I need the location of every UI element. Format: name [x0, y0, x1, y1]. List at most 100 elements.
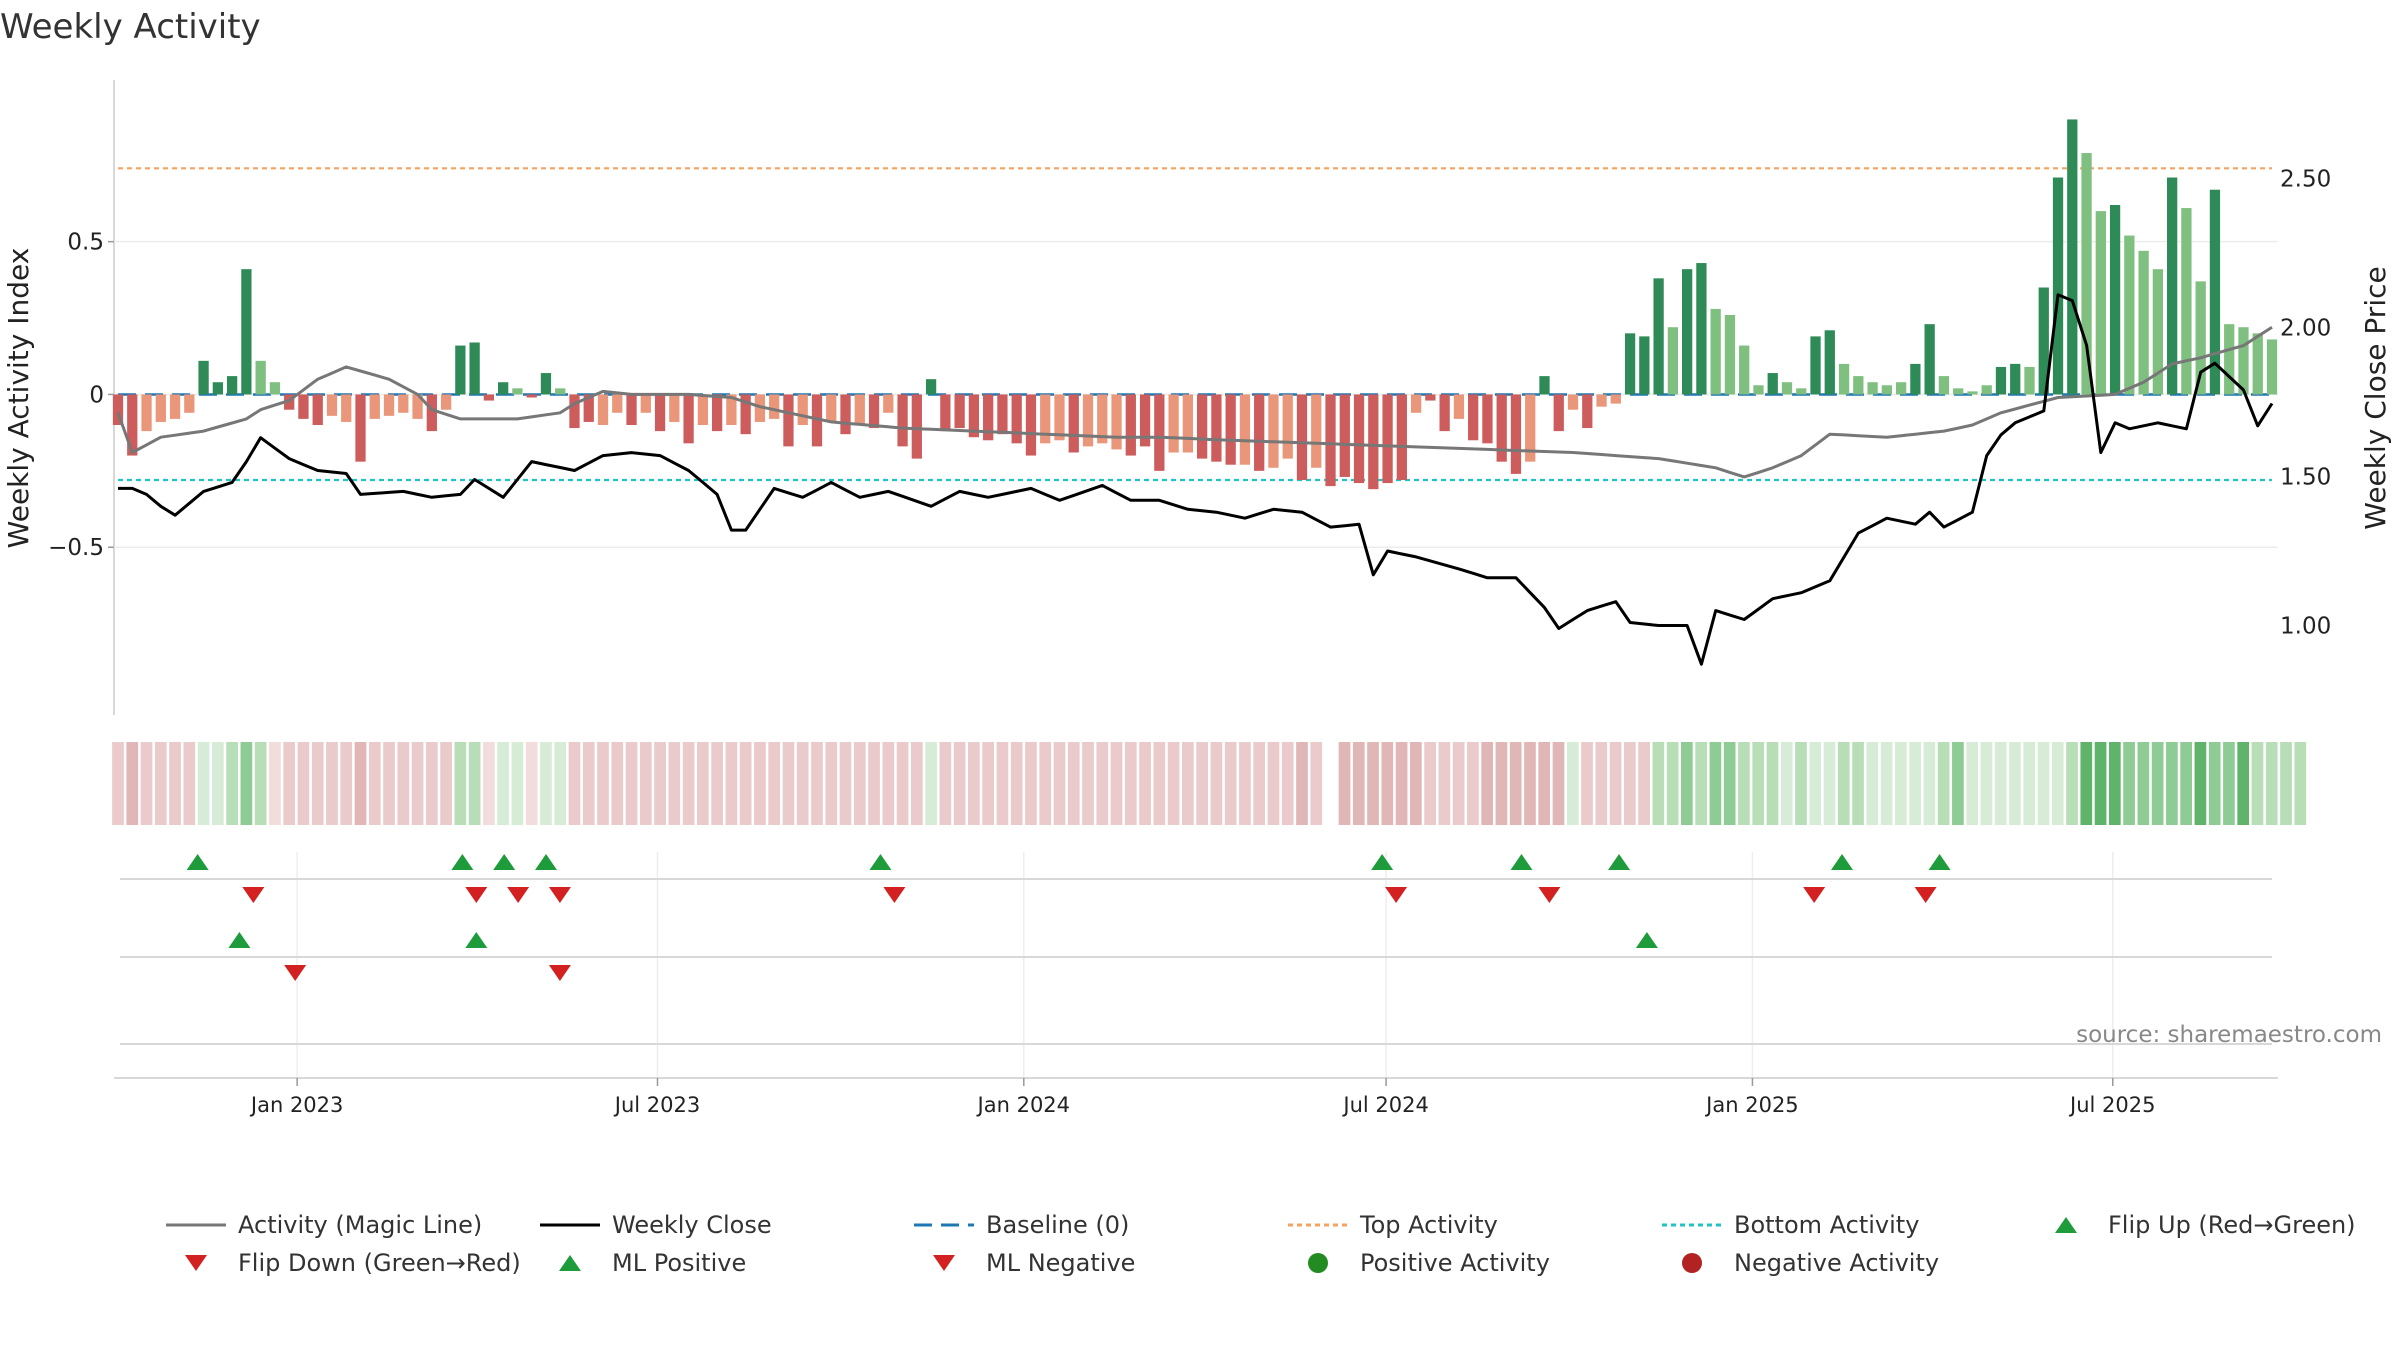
activity-bar	[1111, 394, 1122, 450]
activity-bar	[1682, 269, 1693, 395]
activity-bar	[1624, 333, 1636, 395]
heat-strip-cell	[568, 742, 581, 825]
activity-bar	[854, 394, 865, 425]
marker-panel-grid	[120, 852, 2272, 1078]
activity-bar	[1553, 394, 1564, 432]
activity-bar	[440, 394, 452, 410]
heat-strip-cell	[2023, 742, 2036, 825]
activity-bar	[398, 394, 409, 413]
activity-bar	[326, 394, 338, 416]
heat-strip-cell	[2294, 742, 2307, 825]
heat-strip-cell	[2080, 742, 2093, 825]
heat-strip-cell	[2066, 742, 2078, 825]
activity-bar	[1268, 394, 1279, 468]
heat-strip-cell	[383, 742, 395, 825]
left-tick-label: 0	[89, 382, 104, 408]
activity-bar	[369, 394, 380, 419]
activity-bar	[1838, 363, 1850, 395]
flip-down-marker	[883, 887, 906, 903]
activity-bar	[2181, 208, 2192, 395]
flip-up-marker	[535, 854, 558, 870]
heat-strip-cell	[668, 742, 681, 825]
heat-strip-cell	[1224, 742, 1237, 825]
heat-strip-cell	[1623, 742, 1636, 825]
activity-bar	[1082, 394, 1094, 447]
heat-strip-cell	[925, 742, 937, 825]
activity-bar	[711, 394, 723, 432]
activity-bar	[1154, 394, 1165, 471]
activity-bar	[1781, 382, 1793, 395]
legend-positive-activity-label: Positive Activity	[1360, 1249, 1550, 1277]
flip-down-marker	[548, 887, 571, 903]
heat-strip-cell	[639, 742, 652, 825]
legend-ml-positive-swatch	[559, 1255, 581, 1271]
heat-strip-cell	[1652, 742, 1665, 825]
activity-bar	[1054, 394, 1065, 441]
activity-bar	[1011, 394, 1022, 444]
right-tick-label: 1.00	[2280, 613, 2331, 639]
chart-title: Weekly Activity	[0, 7, 261, 47]
heat-strip-cell	[1381, 742, 1394, 825]
heat-strip-cell	[1595, 742, 1608, 825]
activity-bar	[1211, 394, 1222, 462]
activity-bar	[2209, 189, 2221, 395]
heat-strip-cell	[525, 742, 538, 825]
heat-strip-cell	[1409, 742, 1422, 825]
heat-strip-cell	[768, 742, 781, 825]
left-tick-label: −0.5	[48, 535, 104, 561]
heat-strip-cell	[1666, 742, 1679, 825]
heat-strip-cell	[754, 742, 766, 825]
heat-strip-cell	[1894, 742, 1907, 825]
heat-strip-cell	[1681, 742, 1693, 825]
activity-bar	[1667, 327, 1679, 395]
heat-strip-cell	[1239, 742, 1251, 825]
activity-bar	[911, 394, 922, 459]
reference-lines	[118, 167, 2272, 482]
heat-strip-cell	[240, 742, 253, 825]
heat-strip-cell	[2208, 742, 2221, 825]
heat-strip-cell	[968, 742, 980, 825]
heat-strip-cell	[811, 742, 823, 825]
activity-bar	[925, 379, 937, 395]
activity-bar	[2109, 205, 2121, 395]
activity-bar	[1510, 394, 1522, 474]
activity-bar	[1097, 394, 1108, 444]
activity-bar	[1724, 315, 1736, 395]
heat-strip-cell	[1196, 742, 1208, 825]
heat-strip-cell	[1852, 742, 1864, 825]
heat-strip-cell	[1738, 742, 1750, 825]
flip-up-marker	[493, 854, 516, 870]
activity-bar	[2252, 333, 2263, 395]
heat-strip-cell	[782, 742, 795, 825]
activity-bar	[1482, 394, 1493, 444]
activity-bar	[1796, 388, 1807, 395]
activity-bar	[540, 373, 552, 395]
activity-bar	[1810, 336, 1821, 395]
activity-bar	[1596, 394, 1607, 407]
activity-bar	[2095, 211, 2106, 395]
heat-strip-cell	[283, 742, 296, 825]
heat-strip-cell	[1566, 742, 1579, 825]
activity-bar	[1368, 394, 1379, 490]
heat-strip-cell	[2137, 742, 2150, 825]
activity-bar	[1025, 394, 1037, 456]
legend-flip-down-swatch	[185, 1255, 207, 1271]
activity-bar	[1182, 394, 1194, 453]
heat-strip-cell	[1481, 742, 1494, 825]
activity-bar	[1125, 394, 1136, 456]
heat-strip-cell	[1281, 742, 1294, 825]
heat-strip-cell	[1053, 742, 1066, 825]
activity-bar	[2067, 119, 2078, 395]
source-note: source: sharemaestro.com	[2076, 1022, 2382, 1048]
legend-negative-activity-swatch	[1682, 1253, 1702, 1273]
heat-strip-cell	[440, 742, 452, 825]
heat-strip-cell	[1866, 742, 1879, 825]
ml-negative-marker	[284, 965, 307, 981]
legend-negative-activity-label: Negative Activity	[1734, 1249, 1939, 1277]
activity-bar	[2266, 339, 2278, 395]
activity-bar	[1967, 391, 1978, 395]
activity-bar	[298, 394, 309, 419]
activity-bar	[1924, 324, 1935, 395]
ml-positive-marker	[228, 932, 251, 948]
